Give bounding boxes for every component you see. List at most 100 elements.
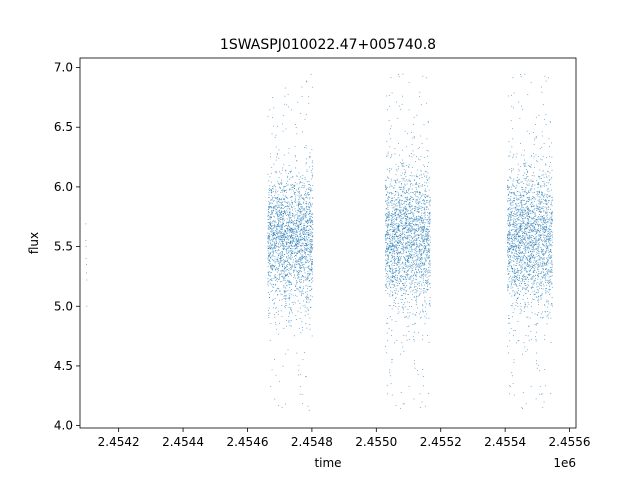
data-point [273,234,275,236]
data-point [311,244,313,246]
data-point [269,226,270,228]
data-point [279,171,280,173]
data-point [514,230,516,232]
data-point [295,280,297,281]
data-point [310,190,311,191]
data-point [274,268,276,270]
data-point [285,301,287,303]
data-point [416,198,418,200]
data-point [308,409,310,411]
data-point [406,241,408,243]
data-point [522,221,524,223]
data-point [311,278,312,280]
data-point [396,277,398,279]
data-point [308,280,310,281]
data-point [289,264,291,266]
data-point [269,228,271,230]
data-point [270,279,272,280]
data-point [299,270,301,271]
data-point [531,268,532,269]
data-point [295,255,297,257]
data-point [423,243,425,244]
data-point [279,261,281,263]
data-point [384,250,386,252]
data-point [526,258,528,259]
data-point [282,167,284,169]
data-point [510,229,512,231]
data-point [278,270,279,272]
data-point [270,211,272,213]
data-point [288,206,290,208]
data-point [398,273,399,274]
data-point [269,340,271,341]
data-point [268,271,270,273]
data-point [415,205,417,207]
data-point [418,282,419,284]
data-point [86,264,87,265]
data-point [509,221,510,223]
data-point [542,264,543,266]
data-point [396,252,398,254]
data-point [296,244,298,246]
data-point [311,262,313,264]
data-point [428,203,430,205]
data-point [424,245,426,247]
data-point [405,211,407,213]
data-point [283,234,285,236]
data-point [425,230,427,232]
data-point [292,176,294,178]
data-point [272,235,273,236]
data-point [426,276,428,278]
data-point [269,217,271,218]
data-point [276,279,278,280]
data-point [403,334,405,336]
data-point [418,218,420,219]
data-point [386,263,388,264]
data-point [405,274,407,275]
data-point [305,267,307,268]
data-point [287,273,288,275]
data-point [311,236,313,238]
data-point [403,275,405,277]
data-point [279,230,280,231]
data-point [278,288,280,290]
data-point [406,199,408,200]
data-point [273,242,275,244]
data-point [397,264,399,266]
data-point [412,184,414,186]
data-point [400,202,402,204]
data-point [391,394,393,396]
data-point [390,286,392,288]
data-point [305,228,307,230]
data-point [401,228,403,230]
data-point [296,241,298,243]
data-point [515,194,517,196]
data-point [276,278,278,279]
data-point [410,267,412,269]
data-point [396,219,398,221]
data-point [426,228,427,229]
data-point [268,205,269,207]
data-point [386,201,388,203]
data-point [385,214,387,216]
data-point [395,209,397,211]
data-point [414,271,416,273]
data-point [272,197,274,198]
data-point [285,230,287,232]
data-point [516,225,518,227]
data-point [288,218,290,220]
data-point [400,194,402,196]
data-point [297,239,299,241]
data-point [386,265,388,267]
data-point [387,223,389,225]
data-point [294,208,296,210]
data-point [413,241,415,243]
data-point [282,212,284,214]
data-point [287,238,288,239]
data-point [277,268,279,270]
data-point [392,275,393,277]
data-point [268,194,270,196]
data-point [285,403,286,405]
data-point [395,163,397,165]
data-point [298,281,300,282]
